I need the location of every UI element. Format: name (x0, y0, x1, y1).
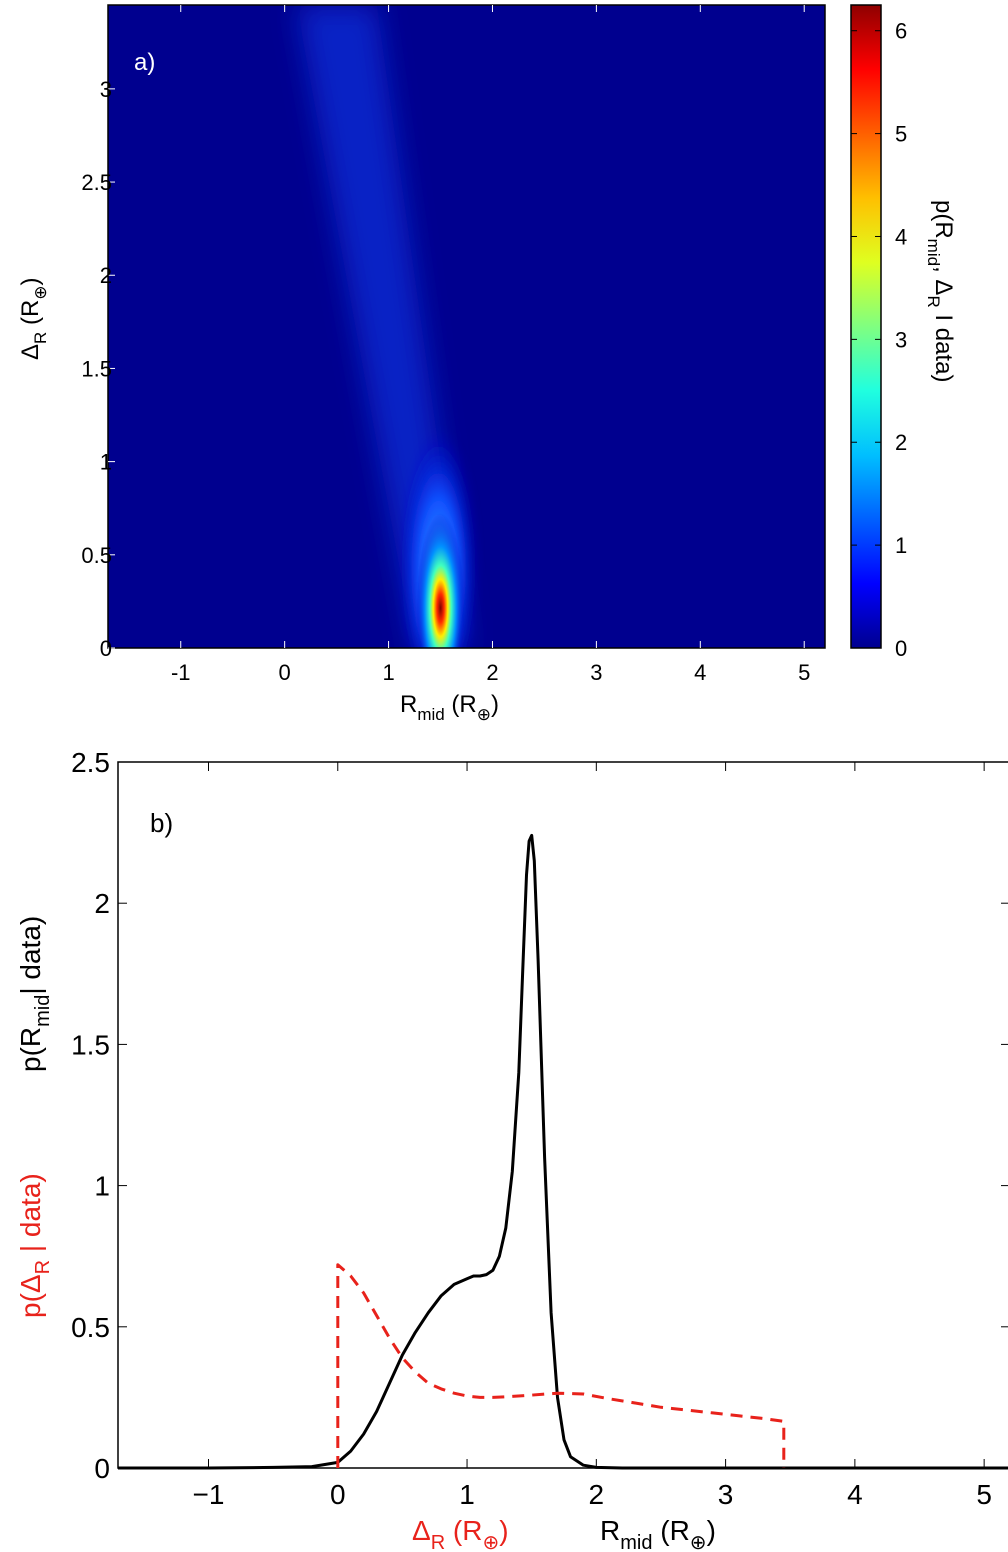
heatmap-y-tick-label: 2.5 (81, 170, 112, 195)
heatmap-x-ticks: -1 0 1 2 3 4 5 (171, 5, 810, 685)
line-x-tick-label: 3 (718, 1479, 734, 1510)
colorbar-bar (850, 4, 882, 649)
panel-a-heatmap: -1 0 1 2 3 4 5 0 0.5 1 1.5 2 2.5 3 a) Rmid (R⊕) ΔR (… (17, 4, 826, 724)
line-x-tick-label: 2 (589, 1479, 605, 1510)
line-x-tick-label: −1 (193, 1479, 225, 1510)
heatmap-y-tick-label: 1.5 (81, 356, 112, 381)
heatmap-x-tick-label: 5 (798, 660, 810, 685)
line-y-label-delta: p(ΔR | data) (15, 1173, 54, 1318)
line-y-ticks: 0 0.5 1 1.5 2 2.5 (71, 747, 1008, 1484)
heatmap-x-tick-label: 3 (590, 660, 602, 685)
heatmap-y-tick-label: 1 (100, 450, 112, 475)
colorbar-tick-label: 0 (895, 636, 907, 661)
heatmap-peak (416, 513, 465, 648)
line-series (118, 833, 1008, 1470)
line-y-tick-label: 1 (94, 1171, 110, 1202)
line-y-tick-label: 0.5 (71, 1312, 110, 1343)
panel-a-label: a) (134, 49, 155, 76)
colorbar-tick-label: 2 (895, 430, 907, 455)
colorbar-label: p(Rmid, ΔR I data) (924, 200, 957, 382)
heatmap-x-tick-label: 1 (382, 660, 394, 685)
series-line-delta (336, 1263, 786, 1468)
heatmap-x-tick-label: 4 (694, 660, 706, 685)
line-x-tick-label: 4 (847, 1479, 863, 1510)
line-x-tick-label: 1 (459, 1479, 475, 1510)
heatmap-x-tick-label: -1 (171, 660, 191, 685)
colorbar-tick-label: 4 (895, 224, 907, 249)
line-y-tick-label: 1.5 (71, 1029, 110, 1060)
colorbar-ticks: 0 1 2 3 4 5 6 (851, 19, 907, 661)
colorbar-tick-label: 5 (895, 122, 907, 147)
heatmap-y-label: ΔR (R⊕) (17, 277, 50, 360)
heatmap-x-tick-label: 2 (486, 660, 498, 685)
heatmap-frame (107, 4, 826, 649)
colorbar-tick-label: 1 (895, 533, 907, 558)
heatmap-y-tick-label: 3 (100, 77, 112, 102)
heatmap-y-ticks: 0 0.5 1 1.5 2 2.5 3 (81, 77, 115, 661)
series-line-rmid (118, 833, 1008, 1470)
colorbar-tick-label: 6 (895, 19, 907, 44)
line-y-tick-label: 2 (94, 888, 110, 919)
heatmap-y-tick-label: 2 (100, 263, 112, 288)
panel-b-line-chart: −1 0 1 2 3 4 5 0 0.5 1 1.5 2 2.5 b) Rmid (R⊕) ΔR (R… (15, 747, 1008, 1552)
panel-b-label: b) (150, 808, 173, 838)
colorbar-tick-label: 3 (895, 327, 907, 352)
heatmap-x-tick-label: 0 (279, 660, 291, 685)
line-x-ticks: −1 0 1 2 3 4 5 (193, 762, 992, 1510)
line-x-tick-label: 5 (976, 1479, 992, 1510)
line-x-tick-label: 0 (330, 1479, 346, 1510)
line-x-label-delta: ΔR (R⊕) (412, 1515, 509, 1552)
line-y-label-rmid: p(Rmid| data) (15, 916, 54, 1072)
line-y-tick-label: 0 (94, 1453, 110, 1484)
line-chart-frame (117, 761, 1008, 1469)
line-x-label-rmid: Rmid (R⊕) (600, 1515, 716, 1552)
heatmap-x-label: Rmid (R⊕) (400, 691, 499, 724)
heatmap-y-tick-label: 0.5 (81, 543, 112, 568)
colorbar: 0 1 2 3 4 5 6 p(Rmid, ΔR I data) (850, 4, 957, 661)
heatmap-y-tick-label: 0 (100, 636, 112, 661)
line-y-tick-label: 2.5 (71, 747, 110, 778)
